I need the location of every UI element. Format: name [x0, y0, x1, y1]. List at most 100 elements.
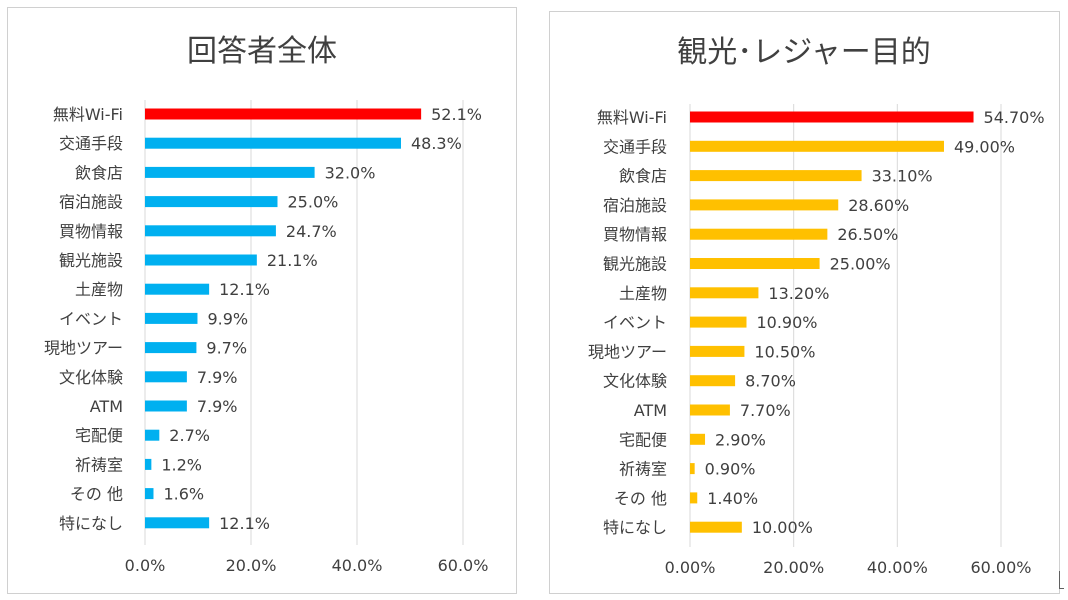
- data-label: 49.00%: [954, 137, 1015, 156]
- category-label: ATM: [90, 397, 123, 416]
- category-label: 宅配便: [75, 426, 123, 445]
- bar: [690, 316, 747, 328]
- category-label: 現地ツアー: [44, 339, 123, 358]
- data-label: 33.10%: [872, 167, 933, 186]
- bar: [690, 433, 706, 445]
- data-label: 54.70%: [984, 108, 1045, 127]
- bar: [145, 254, 257, 266]
- category-label: その 他: [614, 489, 667, 508]
- bar: [145, 283, 210, 295]
- category-label: 観光施設: [59, 251, 123, 270]
- category-label: 宿泊施設: [603, 196, 667, 215]
- chart-overall: 回答者全体 0.0% 20.0% 40.0% 60.0% 無料Wi-Fi 52.1% 交通手段…: [44, 34, 489, 575]
- category-label: 祈祷室: [75, 455, 123, 474]
- category-label: その 他: [70, 485, 123, 504]
- category-label: 文化体験: [59, 368, 123, 387]
- category-label: 観光施設: [603, 255, 667, 274]
- chart-panel-leisure: 観光･レジャー目的 0.00% 20.00% 40.00% 60.00% 無料Wi-Fi 5…: [549, 11, 1060, 594]
- data-label: 52.1%: [431, 105, 482, 124]
- bar: [690, 170, 862, 182]
- category-label: 無料Wi-Fi: [53, 105, 123, 124]
- category-label: 祈祷室: [619, 460, 667, 479]
- data-label: 9.9%: [207, 309, 248, 328]
- bar: [690, 228, 828, 240]
- bar: [690, 404, 730, 416]
- bar: [690, 375, 736, 387]
- data-label: 7.70%: [740, 401, 791, 420]
- category-label: 無料Wi-Fi: [597, 108, 667, 127]
- category-label: 宿泊施設: [59, 193, 123, 212]
- data-label: 28.60%: [848, 196, 909, 215]
- x-tick-label: 40.00%: [867, 558, 928, 577]
- category-label: イベント: [59, 309, 123, 328]
- data-label: 0.90%: [705, 460, 756, 479]
- data-label: 2.90%: [715, 430, 766, 449]
- x-tick-label: 0.0%: [125, 556, 166, 575]
- bar: [690, 345, 745, 357]
- data-label: 1.40%: [707, 489, 758, 508]
- category-label: 特になし: [59, 514, 123, 533]
- data-label: 1.2%: [161, 455, 202, 474]
- category-label: 買物情報: [603, 225, 667, 244]
- data-label: 10.50%: [754, 342, 815, 361]
- bar: [145, 517, 210, 529]
- bar: [145, 312, 198, 324]
- data-label: 8.70%: [745, 372, 796, 391]
- chart-leisure: 観光･レジャー目的 0.00% 20.00% 40.00% 60.00% 無料Wi-Fi 5…: [588, 35, 1045, 577]
- data-label: 12.1%: [219, 514, 270, 533]
- category-label: 宅配便: [619, 430, 667, 449]
- category-label: 飲食店: [619, 167, 667, 186]
- category-label: 飲食店: [75, 163, 123, 182]
- chart-panel-overall: 回答者全体 0.0% 20.0% 40.0% 60.0% 無料Wi-Fi 52.1% 交通手段…: [7, 7, 517, 594]
- bar: [145, 371, 187, 383]
- data-label: 21.1%: [267, 251, 318, 270]
- bar: [145, 488, 154, 500]
- data-label: 2.7%: [169, 426, 210, 445]
- category-label: 交通手段: [603, 137, 667, 156]
- chart-title: 観光･レジャー目的: [677, 35, 931, 70]
- bar: [145, 108, 422, 120]
- x-tick-label: 20.00%: [763, 558, 824, 577]
- x-tick-label: 0.00%: [665, 558, 716, 577]
- bar: [145, 137, 401, 149]
- bar: [690, 111, 974, 123]
- bar: [690, 463, 695, 475]
- data-label: 7.9%: [197, 368, 238, 387]
- bar: [690, 140, 944, 152]
- bar: [690, 287, 759, 299]
- data-label: 7.9%: [197, 397, 238, 416]
- category-label: 文化体験: [603, 372, 667, 391]
- data-label: 10.90%: [756, 313, 817, 332]
- x-tick-label: 60.0%: [438, 556, 489, 575]
- data-label: 25.0%: [288, 193, 339, 212]
- category-label: イベント: [603, 313, 667, 332]
- data-label: 26.50%: [837, 225, 898, 244]
- data-label: 48.3%: [411, 134, 462, 153]
- data-label: 1.6%: [163, 485, 204, 504]
- bar: [145, 429, 160, 441]
- bar: [145, 166, 315, 178]
- x-tick-label: 20.0%: [226, 556, 277, 575]
- bar: [145, 225, 276, 237]
- data-label: 24.7%: [286, 222, 337, 241]
- category-label: 特になし: [603, 518, 667, 537]
- chart-title: 回答者全体: [187, 34, 337, 69]
- bar: [690, 199, 839, 211]
- bar: [690, 521, 742, 533]
- category-label: 現地ツアー: [588, 342, 667, 361]
- bar: [145, 342, 197, 354]
- data-label: 9.7%: [206, 339, 247, 358]
- data-label: 13.20%: [768, 284, 829, 303]
- data-label: 12.1%: [219, 280, 270, 299]
- bar: [145, 458, 152, 470]
- bar: [690, 258, 820, 269]
- bar: [145, 400, 187, 412]
- data-label: 10.00%: [752, 518, 813, 537]
- category-label: 買物情報: [59, 222, 123, 241]
- data-label: 32.0%: [325, 163, 376, 182]
- category-label: 交通手段: [59, 134, 123, 153]
- category-label: ATM: [634, 401, 667, 420]
- bar: [690, 492, 698, 504]
- category-label: 土産物: [619, 284, 667, 303]
- x-tick-label: 60.00%: [970, 558, 1031, 577]
